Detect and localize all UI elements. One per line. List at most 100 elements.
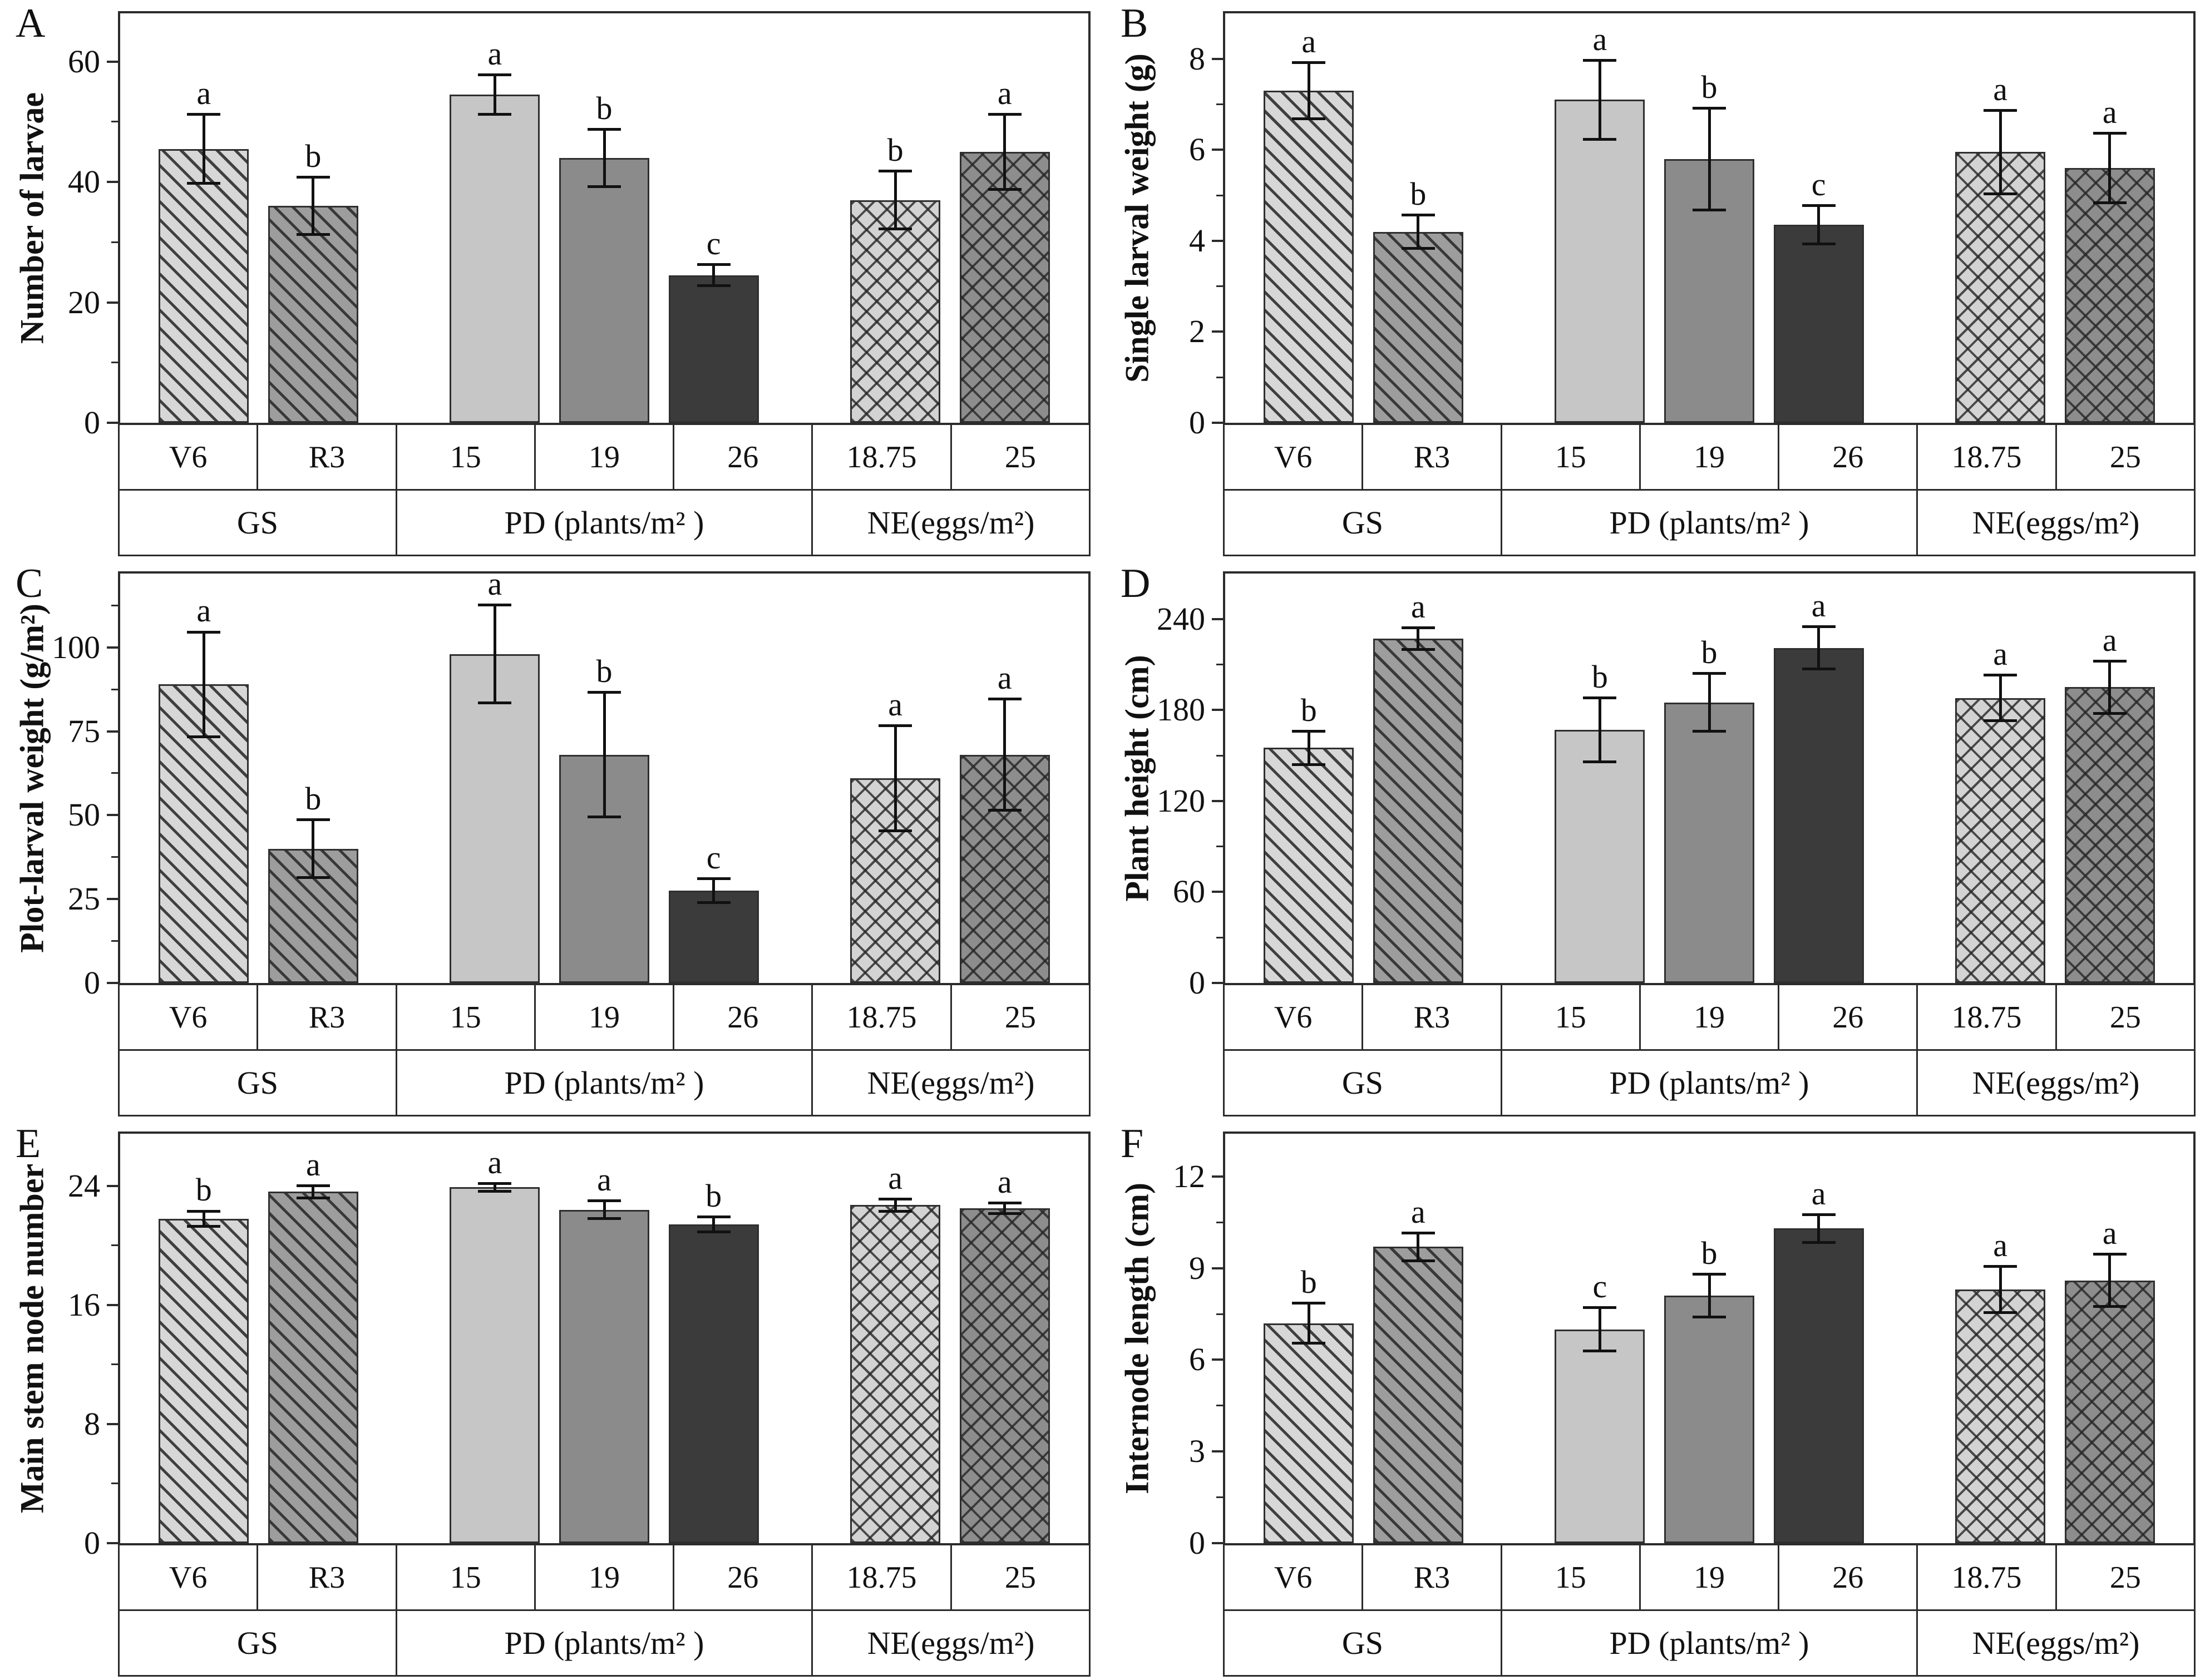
error-bar-cap-bottom [588, 185, 621, 188]
y-axis-tick-label: 180 [1157, 691, 1205, 728]
bar-25 [2064, 1280, 2155, 1543]
y-axis-minor-tick [111, 772, 118, 774]
error-bar-25 [988, 698, 1022, 812]
y-axis-title-b: Single larval weight (g) [1118, 53, 1156, 383]
error-bar-R3 [1401, 1231, 1435, 1262]
error-bar-cap-bottom [1984, 192, 2017, 196]
error-bar-R3 [296, 818, 330, 879]
significance-letter: c [706, 839, 721, 876]
y-axis-minor-tick [1216, 376, 1223, 378]
y-axis-minor-tick [111, 1244, 118, 1247]
error-bar-15 [1583, 1306, 1617, 1352]
significance-letter: b [596, 90, 613, 126]
error-bar-V6 [187, 112, 221, 185]
error-bar-cap-bottom [296, 1196, 330, 1199]
x-tick-label-19: 19 [536, 1545, 675, 1609]
x-group-label: GS [120, 1611, 397, 1675]
error-bar-cap-bottom [296, 233, 330, 236]
bar-15 [1555, 100, 1645, 423]
significance-letter: a [487, 36, 502, 72]
error-bar-cap-top [478, 604, 512, 607]
y-axis-minor-tick [1216, 1221, 1223, 1223]
y-axis-tick-label: 100 [52, 629, 100, 665]
error-bar-cap-bottom [697, 284, 731, 288]
error-bar-cap-top [1292, 1302, 1326, 1305]
bar-15 [450, 95, 540, 423]
significance-letter: a [2102, 93, 2117, 130]
y-axis-major-tick [1212, 1267, 1223, 1269]
x-tick-label-V6: V6 [1225, 985, 1364, 1049]
y-axis-major-tick [1212, 1358, 1223, 1361]
y-axis-minor-tick [1216, 285, 1223, 288]
y-axis-tick-label: 75 [68, 713, 100, 749]
y-axis-major-tick [107, 898, 118, 901]
error-bar-cap-bottom [1401, 247, 1435, 250]
panel-d: D Plant height (cm) 0 60 120 180 240 b a b b a a a … [1105, 560, 2210, 1120]
y-axis-tick-label: 40 [68, 164, 100, 200]
significance-letter: a [1993, 635, 2007, 672]
error-bar-cap-top [988, 112, 1022, 116]
x-group-label: NE(eggs/m²) [1972, 505, 2140, 541]
error-bar-cap-bottom [1401, 1259, 1435, 1262]
significance-letter: b [305, 138, 322, 175]
y-axis-tick-label: 120 [1157, 782, 1205, 819]
y-axis-tick-label: 16 [68, 1286, 100, 1323]
x-tick-label-26: 26 [674, 1545, 813, 1609]
x-tick-label-26: 26 [674, 425, 813, 489]
error-bar-cap-bottom [296, 876, 330, 879]
x-tick-label-R3: R3 [1363, 1545, 1502, 1609]
error-bar-15 [478, 1182, 512, 1193]
x-tick-label-15: 15 [1502, 425, 1641, 489]
significance-letter: a [1811, 1175, 1826, 1212]
error-bar-cap-bottom [1292, 117, 1326, 121]
x-tick-label-19: 19 [1641, 425, 1780, 489]
error-bar-cap-top [2093, 1253, 2127, 1256]
error-bar-cap-bottom [697, 1231, 731, 1234]
error-bar-R3 [296, 1184, 330, 1199]
x-tick-label-26: 26 [1779, 1545, 1918, 1609]
panel-letter-e: E [16, 1121, 41, 1167]
error-bar-cap-bottom [879, 227, 912, 230]
y-axis-minor-tick [1216, 1405, 1223, 1407]
y-axis-tick-label: 240 [1157, 600, 1205, 637]
significance-letter: a [1993, 71, 2007, 107]
error-bar-cap-bottom [1401, 648, 1435, 651]
x-tick-label-18.75: 18.75 [1918, 1545, 2057, 1609]
x-group-label-row-f: GS PD (plants/m² ) NE(eggs/m²) [1223, 1611, 2196, 1677]
panel-letter-c: C [16, 561, 43, 606]
x-group-label: PD (plants/m² ) [397, 491, 813, 555]
y-axis-major-tick [107, 422, 118, 424]
error-bar-cap-top [296, 176, 330, 179]
error-bar-cap-bottom [2093, 201, 2127, 205]
y-axis-title-d: Plant height (cm) [1118, 655, 1156, 902]
bar-V6 [159, 149, 249, 423]
y-axis-tick-label: 24 [68, 1167, 100, 1204]
error-bar-cap-top [588, 127, 621, 131]
x-group-label-row-a: GS PD (plants/m² ) NE(eggs/m²) [118, 491, 1091, 556]
bar-26 [668, 891, 759, 983]
plot-area-e: 0 8 16 24 b a a a b a a [68, 1131, 1091, 1559]
y-axis-major-tick [1212, 422, 1223, 424]
error-bar-19 [1693, 106, 1726, 211]
plot-area-b: 0 2 4 6 8 a b a b c a a [1189, 11, 2196, 439]
error-bar-cap-top [1984, 673, 2017, 676]
y-axis-tick-label: 0 [1189, 1525, 1205, 1561]
y-axis-major-tick [107, 814, 118, 817]
error-bar-R3 [296, 176, 330, 236]
significance-letter: b [1701, 1234, 1718, 1271]
x-tick-label-15: 15 [397, 1545, 536, 1609]
panel-letter-d: D [1121, 561, 1151, 606]
bar-18.75 [1955, 1289, 2046, 1543]
error-bar-cap-bottom [2093, 711, 2127, 715]
y-axis-major-tick [107, 1542, 118, 1544]
x-group-label: PD (plants/m² ) [1502, 1611, 1918, 1675]
error-bar-V6 [1292, 1302, 1326, 1345]
bar-26 [1773, 1228, 1864, 1543]
bar-26 [1773, 225, 1864, 423]
y-axis-major-tick [1212, 330, 1223, 333]
y-axis-tick-label: 0 [1189, 965, 1205, 1001]
bar-18.75 [1955, 698, 2046, 983]
error-bar-V6 [1292, 729, 1326, 767]
significance-letter: a [1411, 1193, 1425, 1230]
